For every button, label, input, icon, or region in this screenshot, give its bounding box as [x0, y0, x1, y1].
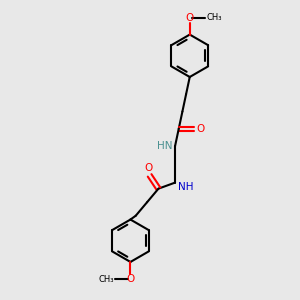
Text: O: O — [126, 274, 135, 284]
Text: O: O — [186, 13, 194, 23]
Text: O: O — [196, 124, 205, 134]
Text: HN: HN — [157, 141, 173, 151]
Text: O: O — [144, 163, 152, 173]
Text: NH: NH — [178, 182, 194, 192]
Text: CH₃: CH₃ — [206, 13, 222, 22]
Text: CH₃: CH₃ — [99, 274, 114, 284]
